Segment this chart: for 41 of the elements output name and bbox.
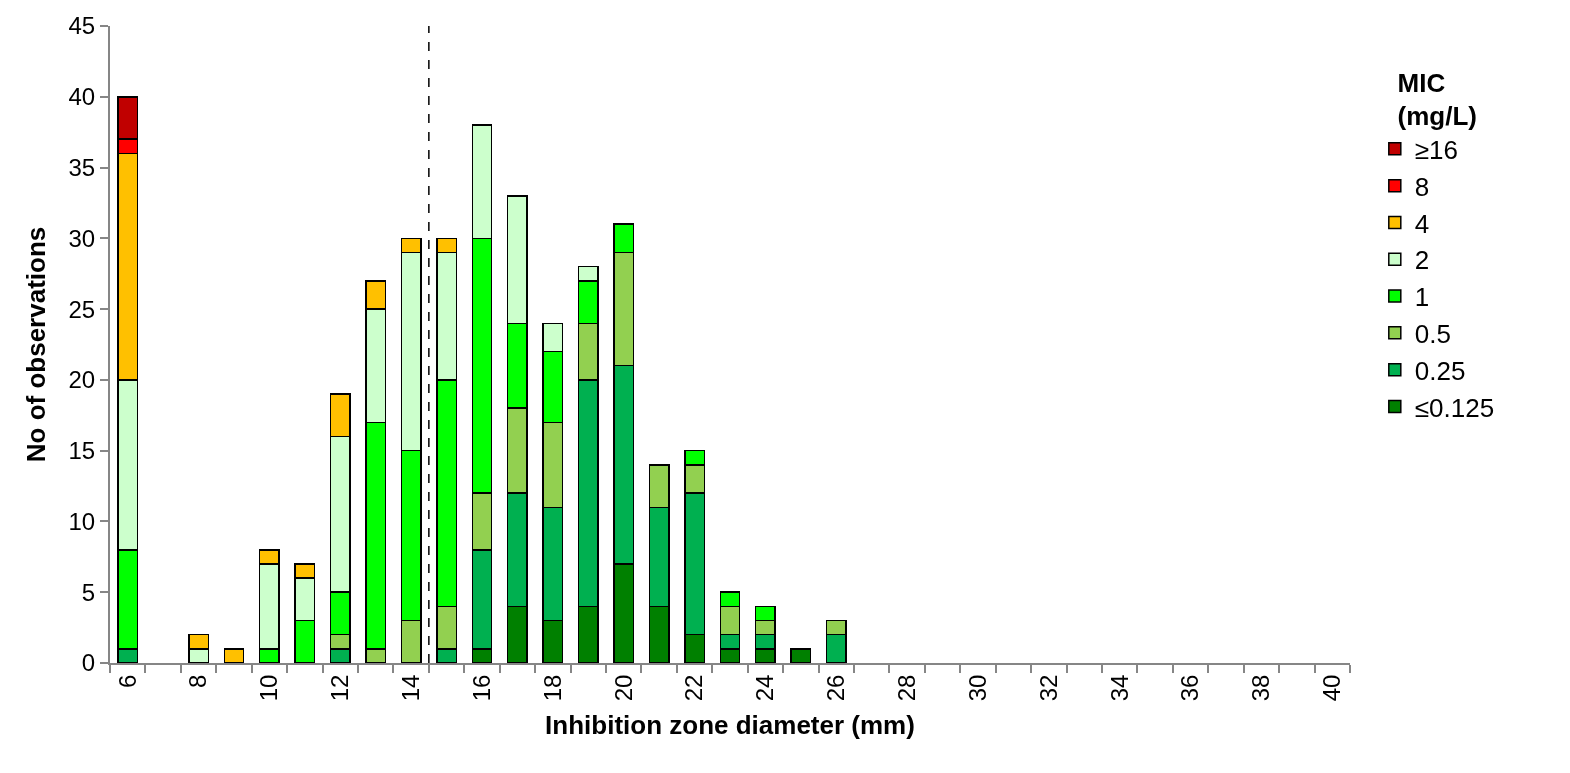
x-tick-label: 36 bbox=[1176, 674, 1204, 702]
y-tick-label: 0 bbox=[81, 649, 96, 677]
y-tick-label: 5 bbox=[81, 578, 96, 606]
legend-label: 2 bbox=[1414, 245, 1430, 276]
bar bbox=[223, 648, 245, 663]
x-tick-label: 38 bbox=[1247, 674, 1275, 702]
x-tick-label: 28 bbox=[892, 674, 920, 702]
y-tick-label: 25 bbox=[68, 295, 96, 323]
y-tick-label: 30 bbox=[68, 224, 96, 252]
legend-label: 8 bbox=[1414, 171, 1430, 202]
x-tick-label: 16 bbox=[467, 674, 495, 702]
y-tick-label: 15 bbox=[68, 437, 96, 465]
x-tick-label: 8 bbox=[184, 674, 212, 688]
legend-label: 0.25 bbox=[1414, 355, 1466, 386]
y-axis-title: No of observations bbox=[21, 226, 52, 463]
x-tick-label: 12 bbox=[326, 674, 354, 702]
x-tick-label: 24 bbox=[751, 674, 779, 702]
legend-label: 1 bbox=[1414, 282, 1430, 313]
x-tick-label: 40 bbox=[1318, 674, 1346, 702]
bar bbox=[790, 648, 812, 663]
x-tick-label: 6 bbox=[113, 674, 141, 688]
x-tick-label: 26 bbox=[822, 674, 850, 702]
legend-label: 0.5 bbox=[1414, 318, 1451, 349]
legend-label: ≤0.125 bbox=[1414, 392, 1495, 423]
y-tick-label: 20 bbox=[68, 366, 96, 394]
y-tick-label: 10 bbox=[68, 507, 96, 535]
legend-title: MIC (mg/L) bbox=[1397, 67, 1478, 132]
y-tick-label: 35 bbox=[68, 153, 96, 181]
y-tick-label: 40 bbox=[68, 83, 96, 111]
legend-label: ≥16 bbox=[1414, 134, 1458, 165]
x-tick-label: 10 bbox=[255, 674, 283, 702]
x-tick-label: 22 bbox=[680, 674, 708, 702]
x-tick-label: 34 bbox=[1105, 674, 1133, 702]
x-tick-label: 30 bbox=[963, 674, 991, 702]
x-tick-label: 18 bbox=[538, 674, 566, 702]
y-tick-label: 45 bbox=[68, 12, 96, 40]
x-tick-label: 32 bbox=[1034, 674, 1062, 702]
legend-label: 4 bbox=[1414, 208, 1430, 239]
x-tick-label: 14 bbox=[396, 674, 424, 702]
x-axis-title: Inhibition zone diameter (mm) bbox=[545, 709, 915, 740]
x-tick-label: 20 bbox=[609, 674, 637, 702]
